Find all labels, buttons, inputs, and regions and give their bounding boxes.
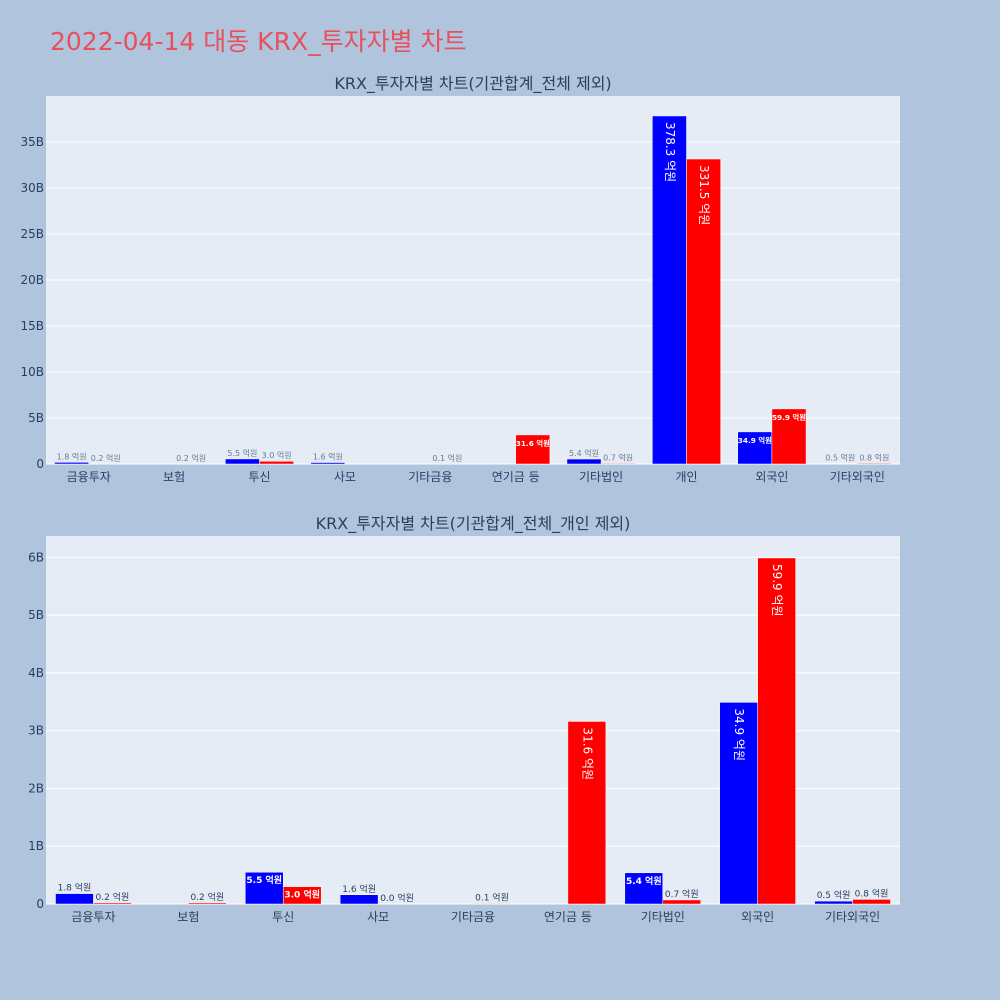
bar — [55, 893, 94, 905]
x-tick-label: 기타법인 — [641, 910, 685, 924]
x-tick-label: 사모 — [334, 470, 356, 484]
data-label: 0.2 억원 — [190, 891, 224, 903]
y-tick-label: 5B — [28, 608, 44, 622]
data-label: 331.5 억원 — [697, 165, 711, 225]
data-label: 0.7 억원 — [665, 888, 699, 900]
bar — [245, 871, 284, 905]
y-tick-label: 10B — [20, 365, 44, 379]
data-label: 5.5 억원 — [227, 448, 257, 458]
bar — [339, 894, 379, 905]
chart-title: KRX_투자자별 차트(기관합계_전체_개인 제외) — [316, 515, 631, 534]
y-tick-label: 4B — [28, 666, 44, 680]
x-tick-label: 외국인 — [755, 470, 788, 484]
data-label: 31.6 억원 — [516, 439, 550, 448]
data-label: 1.6 억원 — [313, 452, 343, 462]
chart-bottom: KRX_투자자별 차트(기관합계_전체_개인 제외) 0 1B 2B 3B 4B 5B 6B 금… — [28, 515, 900, 924]
data-label: 0.2 억원 — [176, 453, 206, 463]
bar — [719, 702, 758, 905]
x-tick-label: 기타금융 — [408, 470, 452, 484]
y-tick-label: 20B — [20, 273, 44, 287]
x-tick-label: 개인 — [675, 470, 697, 484]
x-tick-label: 기타법인 — [579, 470, 623, 484]
bar — [757, 557, 796, 905]
bar — [852, 899, 891, 905]
data-label: 0.5 억원 — [825, 453, 855, 463]
data-label: 1.6 억원 — [342, 883, 376, 895]
data-label: 1.8 억원 — [58, 882, 92, 894]
data-label: 0.8 억원 — [855, 887, 889, 899]
y-tick-label: 6B — [28, 550, 44, 564]
data-label: 3.0 억원 — [284, 889, 320, 901]
x-tick-label: 사모 — [367, 910, 389, 924]
data-label: 59.9 억원 — [772, 413, 806, 422]
data-label: 3.0 억원 — [262, 450, 292, 460]
x-tick-label: 기타외국인 — [830, 470, 885, 484]
bar — [567, 721, 607, 905]
page-title: 2022-04-14 대동 KRX_투자자별 차트 — [50, 27, 467, 56]
y-tick-label: 3B — [28, 724, 44, 738]
x-tick-label: 투신 — [248, 470, 270, 484]
data-label: 0.2 억원 — [96, 891, 130, 903]
data-label: 0.5 억원 — [817, 889, 851, 901]
y-tick-label: 15B — [20, 319, 44, 333]
bar — [652, 115, 687, 465]
data-label: 0.8 억원 — [859, 452, 889, 462]
bar — [472, 903, 512, 905]
data-label: 5.4 억원 — [569, 448, 599, 458]
x-tick-label: 연기금 등 — [544, 910, 592, 924]
data-label: 378.3 억원 — [663, 122, 677, 182]
data-label: 59.9 억원 — [770, 564, 784, 617]
x-tick-label: 금융투자 — [67, 470, 111, 484]
chart-top: KRX_투자자별 차트(기관합계_전체 제외) 0 5B 10B 15B 20B 25B 30… — [20, 75, 900, 484]
y-tick-label: 2B — [28, 781, 44, 795]
data-label: 0.7 억원 — [603, 452, 633, 462]
y-tick-label: 1B — [28, 839, 44, 853]
data-label: 31.6 억원 — [580, 727, 594, 780]
bar — [54, 462, 89, 465]
bar — [93, 902, 132, 905]
x-tick-label: 외국인 — [741, 910, 774, 924]
bar — [188, 902, 227, 905]
data-label: 34.9 억원 — [732, 708, 746, 761]
y-tick-label: 0 — [36, 897, 44, 911]
data-label: 1.8 억원 — [57, 451, 87, 461]
bar — [225, 458, 260, 465]
x-tick-label: 연기금 등 — [492, 470, 540, 484]
bar — [771, 408, 807, 465]
chart-title: KRX_투자자별 차트(기관합계_전체 제외) — [334, 75, 611, 94]
bar — [737, 431, 773, 465]
x-tick-label: 투신 — [272, 910, 294, 924]
data-label: 34.9 억원 — [738, 436, 772, 445]
y-tick-label: 5B — [28, 411, 44, 425]
data-label: 0.1 억원 — [475, 891, 509, 903]
x-tick-label: 금융투자 — [71, 910, 115, 924]
bar — [282, 886, 322, 905]
data-label: 0.1 억원 — [432, 453, 462, 463]
bar — [515, 434, 551, 465]
data-label: 5.4 억원 — [626, 875, 662, 887]
bar — [857, 463, 892, 465]
y-tick-label: 35B — [20, 135, 44, 149]
bar — [686, 158, 721, 465]
y-tick-label: 30B — [20, 181, 44, 195]
bar — [662, 899, 701, 905]
y-tick-label: 0 — [36, 457, 44, 471]
y-tick-label: 25B — [20, 227, 44, 241]
bar — [814, 900, 853, 905]
bar — [600, 463, 636, 465]
x-tick-label: 기타금융 — [451, 910, 495, 924]
bar — [310, 462, 346, 465]
data-label: 0.2 억원 — [91, 453, 121, 463]
bar — [624, 872, 664, 905]
bar — [259, 460, 294, 465]
data-label: 5.5 억원 — [246, 874, 282, 886]
x-tick-label: 기타외국인 — [825, 910, 880, 924]
bar — [566, 458, 602, 465]
data-label: 0.0 억원 — [380, 892, 414, 904]
x-tick-label: 보험 — [177, 910, 199, 924]
x-tick-label: 보험 — [163, 470, 185, 484]
